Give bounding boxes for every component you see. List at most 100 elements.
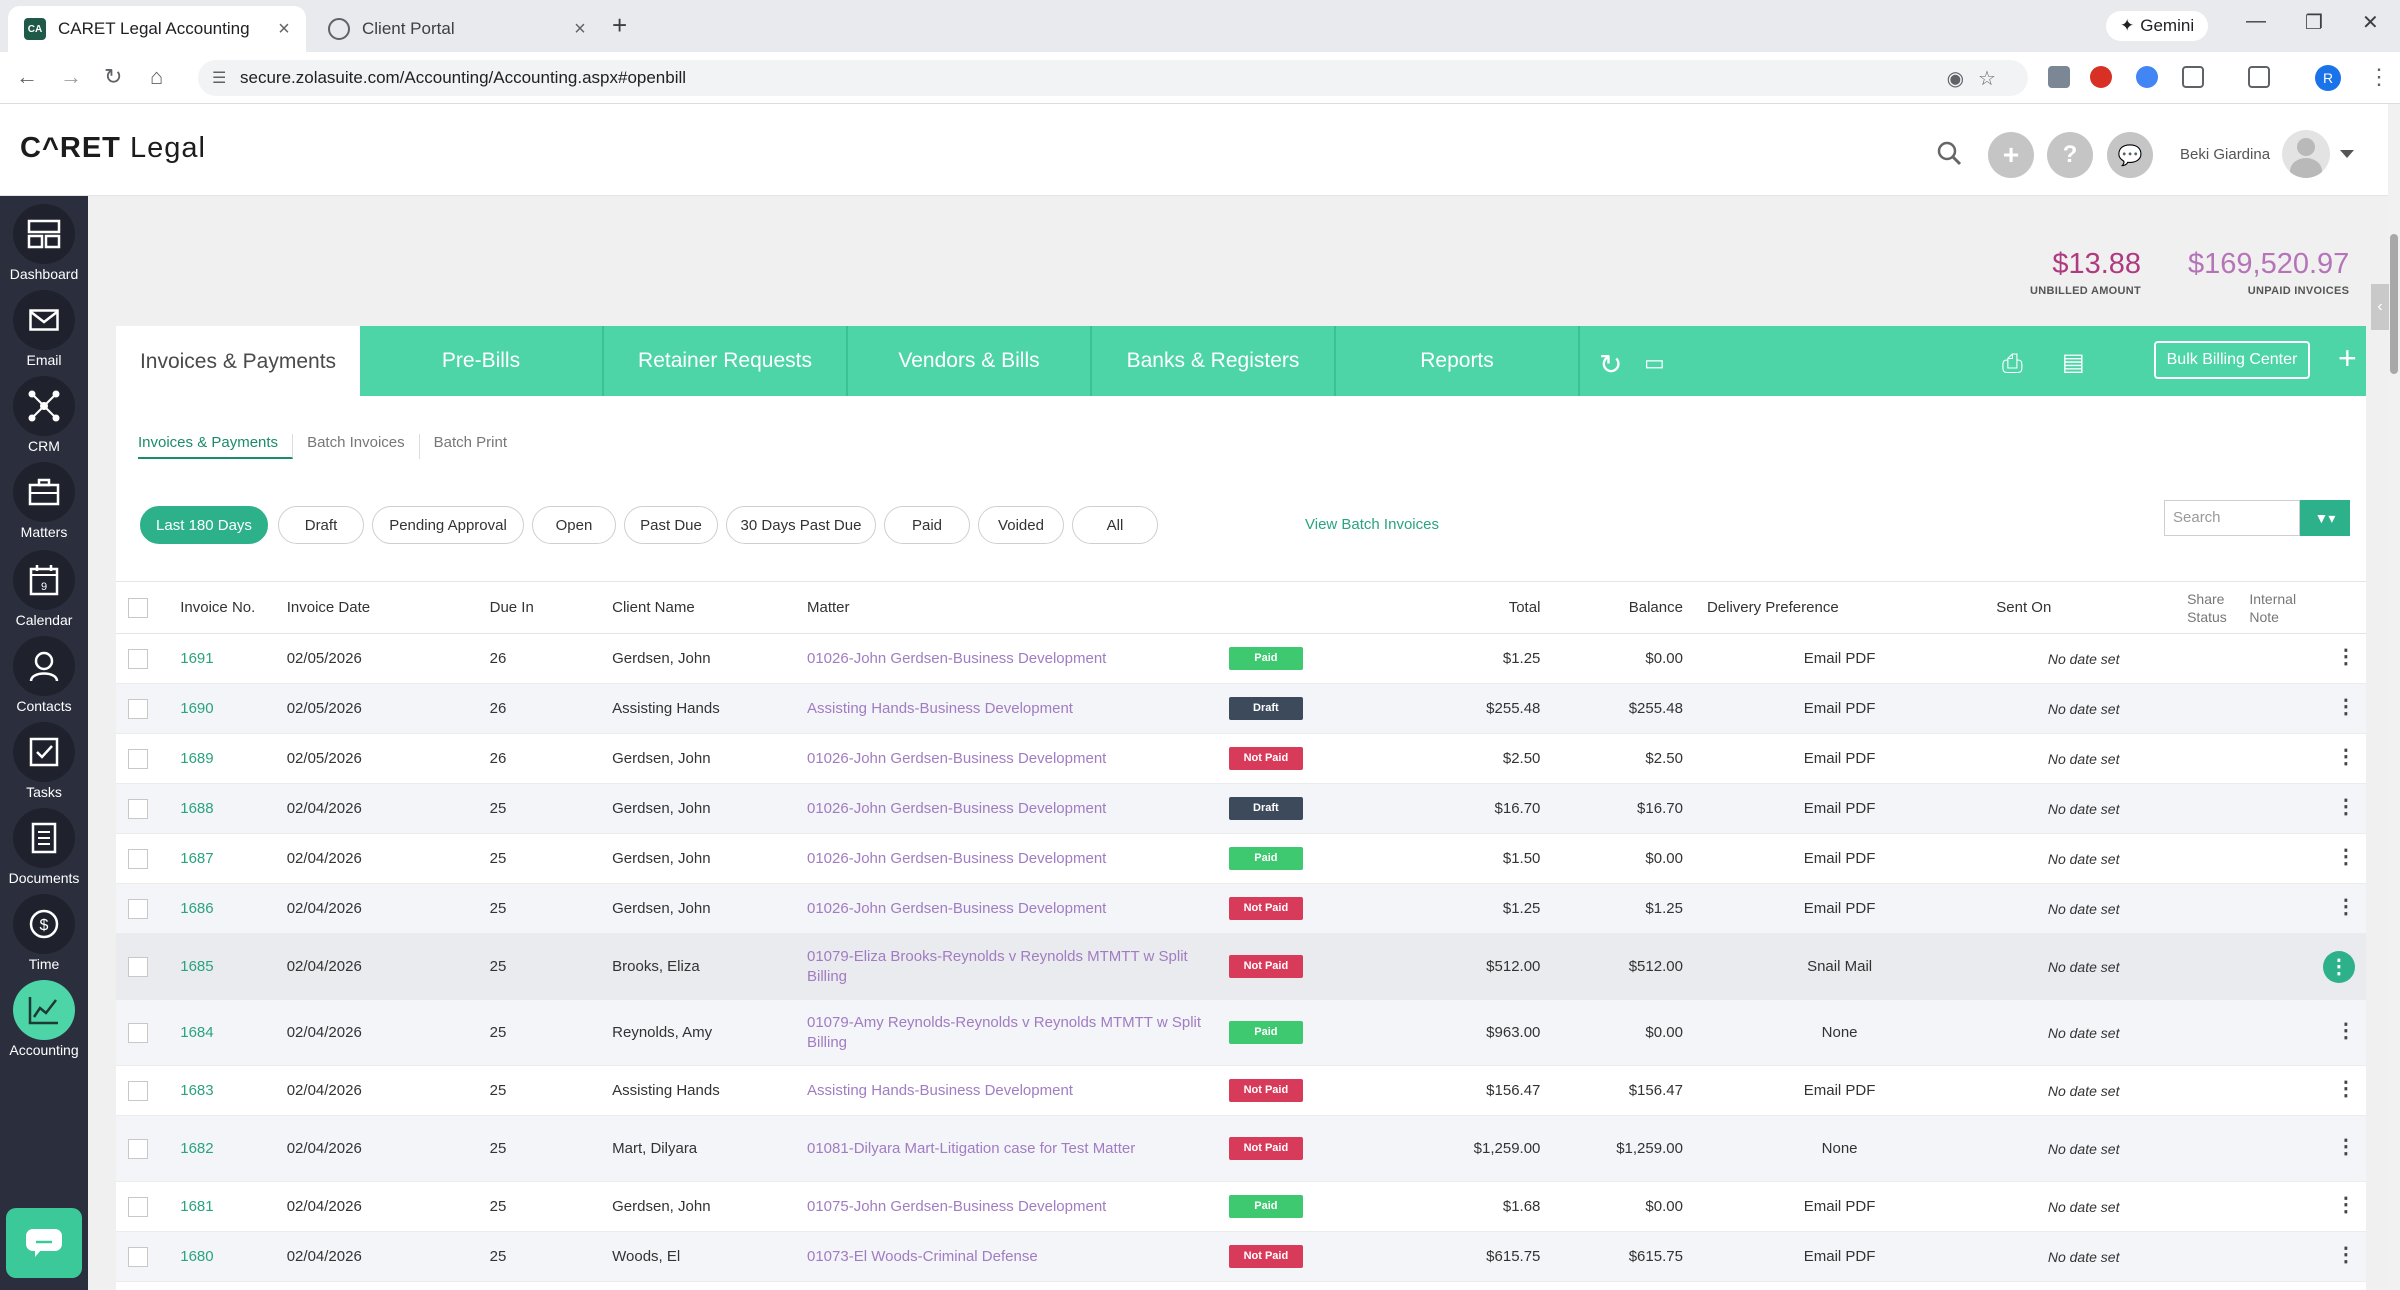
col-matter[interactable]: Matter (799, 581, 1221, 634)
matter-link[interactable]: 01026-John Gerdsen-Business Development (807, 649, 1107, 667)
row-checkbox[interactable] (128, 956, 148, 977)
row-checkbox[interactable] (128, 798, 148, 819)
subtab-batch-invoices[interactable]: Batch Invoices (293, 434, 420, 459)
tab-banks-registers[interactable]: Banks & Registers (1092, 326, 1336, 396)
table-row[interactable]: 1682 02/04/2026 25 Mart, Dilyara 01081-D… (116, 1115, 2366, 1182)
new-tab-button[interactable]: + (612, 10, 628, 40)
row-menu-icon[interactable]: ⋮ (2335, 696, 2356, 718)
filter-open[interactable]: Open (532, 506, 616, 544)
filter-all[interactable]: All (1072, 506, 1158, 544)
extension-icon[interactable] (2136, 66, 2158, 88)
subtab-invoices-payments[interactable]: Invoices & Payments (138, 434, 294, 459)
matter-link[interactable]: Assisting Hands-Business Development (807, 1081, 1073, 1099)
filter-past-due[interactable]: Past Due (624, 506, 718, 544)
page-scrollbar[interactable] (2388, 104, 2400, 1290)
table-row[interactable]: 1683 02/04/2026 25 Assisting Hands Assis… (116, 1065, 2366, 1116)
sidebar-item-crm[interactable]: CRM (0, 368, 88, 454)
col-sent-on[interactable]: Sent On (1988, 581, 2180, 634)
row-checkbox[interactable] (128, 1246, 148, 1267)
invoice-number-link[interactable]: 1684 (180, 1024, 214, 1041)
matter-link[interactable]: 01026-John Gerdsen-Business Development (807, 749, 1107, 767)
chat-icon[interactable]: 💬 (2107, 132, 2153, 178)
page-scrollbar-thumb[interactable] (2390, 234, 2398, 374)
col-invoice-date[interactable]: Invoice Date (278, 581, 482, 634)
row-menu-icon[interactable]: ⋮ (2335, 646, 2356, 668)
add-icon[interactable]: + (2338, 340, 2357, 376)
sidebar-item-documents[interactable]: Documents (0, 800, 88, 886)
search-input[interactable]: Search (2164, 500, 2300, 536)
row-checkbox[interactable] (128, 1080, 148, 1101)
matter-link[interactable]: 01079-Amy Reynolds-Reynolds v Reynolds M… (807, 1013, 1202, 1051)
filter-paid[interactable]: Paid (884, 506, 970, 544)
sidebar-item-email[interactable]: Email (0, 282, 88, 368)
stop-extension-icon[interactable] (2090, 66, 2112, 88)
row-menu-icon[interactable]: ⋮ (2335, 796, 2356, 818)
puzzle-icon[interactable] (2182, 66, 2204, 88)
matter-link[interactable]: 01026-John Gerdsen-Business Development (807, 899, 1107, 917)
table-row[interactable]: 1681 02/04/2026 25 Gerdsen, John 01075-J… (116, 1181, 2366, 1232)
avatar[interactable] (2282, 130, 2330, 178)
sidebar-item-time[interactable]: $ Time (0, 886, 88, 972)
invoice-number-link[interactable]: 1685 (180, 958, 214, 975)
tab-reports[interactable]: Reports (1336, 326, 1580, 396)
row-menu-icon[interactable]: ⋮ (2335, 746, 2356, 768)
table-row[interactable]: 1685 02/04/2026 25 Brooks, Eliza 01079-E… (116, 933, 2366, 1000)
table-row[interactable]: 1691 02/05/2026 26 Gerdsen, John 01026-J… (116, 633, 2366, 684)
sidebar-item-dashboard[interactable]: Dashboard (0, 196, 88, 282)
matter-link[interactable]: 01026-John Gerdsen-Business Development (807, 849, 1107, 867)
browser-tab-inactive[interactable]: Client Portal × (312, 6, 602, 52)
row-checkbox[interactable] (128, 1022, 148, 1043)
row-checkbox[interactable] (128, 898, 148, 919)
matter-link[interactable]: 01073-El Woods-Criminal Defense (807, 1247, 1038, 1265)
bookmark-star-icon[interactable]: ◉☆ (1946, 68, 2010, 90)
row-checkbox[interactable] (128, 848, 148, 869)
table-row[interactable]: 1686 02/04/2026 25 Gerdsen, John 01026-J… (116, 883, 2366, 934)
row-menu-icon[interactable]: ⋮ (2335, 1020, 2356, 1042)
tab-invoices-payments[interactable]: Invoices & Payments (116, 326, 360, 398)
home-icon[interactable]: ⌂ (150, 64, 164, 89)
search-icon[interactable] (1936, 140, 1962, 166)
table-row[interactable]: 1688 02/04/2026 25 Gerdsen, John 01026-J… (116, 783, 2366, 834)
profile-avatar[interactable]: R (2315, 65, 2341, 91)
forward-icon[interactable]: → (60, 64, 82, 89)
help-screen-icon[interactable]: ▭ (1644, 350, 1665, 375)
caret-legal-logo[interactable]: C^RET Legal (20, 132, 206, 165)
extension-icon[interactable] (2048, 66, 2070, 88)
table-row[interactable]: 1687 02/04/2026 25 Gerdsen, John 01026-J… (116, 833, 2366, 884)
chevron-left-icon[interactable]: ‹ (2371, 284, 2389, 330)
invoice-number-link[interactable]: 1691 (180, 650, 214, 667)
chevron-down-icon[interactable] (2340, 150, 2354, 158)
filter-pending-approval[interactable]: Pending Approval (372, 506, 524, 544)
table-row[interactable]: 1684 02/04/2026 25 Reynolds, Amy 01079-A… (116, 999, 2366, 1066)
invoice-number-link[interactable]: 1688 (180, 800, 214, 817)
browser-menu-icon[interactable]: ⋮ (2368, 64, 2390, 89)
add-icon[interactable]: + (1988, 132, 2034, 178)
print-icon[interactable]: ⎙ (2002, 348, 2023, 378)
invoice-number-link[interactable]: 1680 (180, 1248, 214, 1265)
row-checkbox[interactable] (128, 748, 148, 769)
close-tab-icon[interactable]: × (574, 17, 586, 40)
table-row[interactable]: 1680 02/04/2026 25 Woods, El 01073-El Wo… (116, 1231, 2366, 1282)
reload-icon[interactable]: ↻ (104, 64, 123, 89)
url-field[interactable]: ☰ secure.zolasuite.com/Accounting/Accoun… (198, 60, 2028, 96)
row-checkbox[interactable] (128, 698, 148, 719)
tab-retainer-requests[interactable]: Retainer Requests (604, 326, 848, 396)
invoice-number-link[interactable]: 1686 (180, 900, 214, 917)
sidebar-item-matters[interactable]: Matters (0, 454, 88, 540)
refresh-icon[interactable]: ↻ (1599, 349, 1623, 380)
window-close-icon[interactable]: ✕ (2362, 12, 2379, 34)
site-info-icon[interactable]: ☰ (212, 70, 227, 87)
col-invoice-no[interactable]: Invoice No. (172, 581, 279, 634)
tab-vendors-bills[interactable]: Vendors & Bills (848, 326, 1092, 396)
help-icon[interactable]: ? (2047, 132, 2093, 178)
row-menu-icon[interactable]: ⋮ (2335, 846, 2356, 868)
filter-dropdown-button[interactable]: ▼▾ (2300, 500, 2350, 536)
select-all-checkbox[interactable] (128, 597, 148, 618)
row-menu-icon[interactable]: ⋮ (2335, 1244, 2356, 1266)
row-menu-icon[interactable]: ⋮ (2322, 950, 2355, 983)
restore-icon[interactable]: ❐ (2305, 12, 2323, 34)
browser-tab-active[interactable]: CA CARET Legal Accounting × (8, 6, 306, 52)
row-menu-icon[interactable]: ⋮ (2335, 1194, 2356, 1216)
invoice-number-link[interactable]: 1689 (180, 750, 214, 767)
col-balance[interactable]: Balance (1570, 581, 1691, 634)
